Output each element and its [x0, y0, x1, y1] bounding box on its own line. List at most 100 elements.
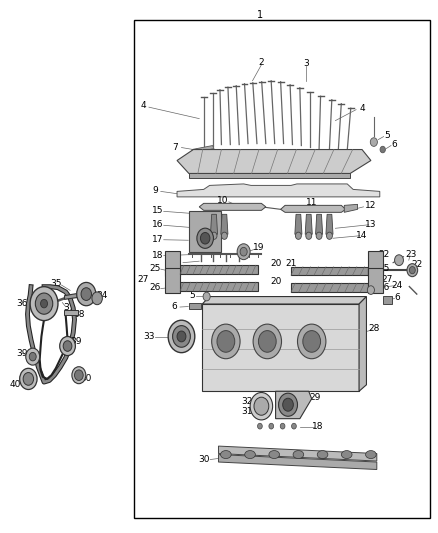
Text: 13: 13: [365, 220, 377, 229]
Text: 11: 11: [306, 198, 318, 207]
Polygon shape: [221, 214, 228, 235]
Ellipse shape: [317, 450, 328, 458]
Circle shape: [258, 330, 276, 352]
Text: 36: 36: [17, 299, 28, 308]
Bar: [165, 268, 180, 293]
Polygon shape: [326, 214, 333, 235]
Polygon shape: [189, 303, 201, 309]
Circle shape: [295, 232, 301, 239]
Text: 4: 4: [359, 104, 365, 113]
Circle shape: [77, 282, 96, 306]
Text: 23: 23: [405, 249, 417, 259]
Polygon shape: [383, 296, 392, 304]
Circle shape: [279, 393, 297, 416]
Circle shape: [254, 397, 269, 415]
Text: 7: 7: [173, 142, 178, 151]
Bar: [368, 268, 383, 293]
Polygon shape: [295, 214, 302, 235]
Text: 9: 9: [152, 186, 158, 195]
Text: 20: 20: [271, 259, 282, 268]
Polygon shape: [180, 282, 258, 291]
Bar: [189, 211, 222, 252]
Text: 27: 27: [381, 274, 393, 284]
Circle shape: [168, 320, 195, 353]
Polygon shape: [64, 292, 86, 300]
Circle shape: [380, 146, 385, 153]
Circle shape: [395, 255, 403, 265]
Circle shape: [407, 264, 418, 277]
Circle shape: [250, 392, 272, 420]
Bar: [165, 251, 180, 276]
Ellipse shape: [341, 450, 352, 458]
Text: 30: 30: [198, 455, 209, 464]
Polygon shape: [177, 150, 371, 173]
Polygon shape: [199, 204, 266, 211]
Polygon shape: [281, 205, 346, 212]
Text: 5: 5: [377, 277, 383, 286]
Text: 6: 6: [392, 140, 397, 149]
Circle shape: [72, 367, 86, 384]
Circle shape: [20, 368, 37, 390]
Text: 5: 5: [189, 290, 195, 300]
Text: 6: 6: [171, 302, 177, 311]
Polygon shape: [359, 296, 367, 391]
Circle shape: [217, 330, 235, 352]
Circle shape: [81, 288, 92, 301]
Ellipse shape: [366, 450, 376, 458]
Text: 14: 14: [357, 231, 368, 240]
Text: 15: 15: [152, 206, 163, 215]
Circle shape: [41, 300, 47, 308]
Text: 28: 28: [368, 325, 380, 334]
Text: 21: 21: [170, 258, 181, 267]
Text: 19: 19: [253, 243, 264, 252]
Text: 6: 6: [395, 293, 400, 302]
Circle shape: [212, 324, 240, 359]
Circle shape: [292, 423, 297, 429]
Ellipse shape: [221, 450, 231, 458]
Text: 12: 12: [365, 201, 377, 210]
Circle shape: [29, 352, 36, 361]
Bar: [368, 251, 383, 276]
Circle shape: [177, 331, 186, 342]
Circle shape: [253, 324, 282, 359]
Ellipse shape: [293, 450, 304, 458]
Text: 25: 25: [149, 264, 161, 273]
Text: 26: 26: [149, 283, 161, 292]
Circle shape: [240, 247, 247, 256]
Circle shape: [237, 244, 250, 260]
Circle shape: [222, 232, 227, 239]
Circle shape: [303, 330, 321, 352]
Circle shape: [197, 228, 213, 248]
Circle shape: [201, 232, 210, 244]
Circle shape: [306, 232, 312, 239]
Circle shape: [30, 287, 58, 320]
Text: 21: 21: [285, 259, 297, 268]
Polygon shape: [202, 296, 367, 304]
Text: 22: 22: [378, 249, 390, 259]
Text: 25: 25: [378, 264, 390, 273]
Text: 18: 18: [152, 251, 163, 260]
Text: 20: 20: [271, 277, 282, 286]
Text: 34: 34: [97, 291, 108, 300]
Text: 40: 40: [10, 379, 21, 389]
Text: 27: 27: [138, 274, 148, 284]
Circle shape: [370, 138, 378, 147]
Circle shape: [35, 293, 53, 314]
Text: 8: 8: [211, 155, 217, 164]
Text: 29: 29: [309, 393, 320, 402]
Bar: [134, 20, 430, 519]
Text: 33: 33: [143, 332, 155, 341]
Polygon shape: [219, 455, 377, 470]
Polygon shape: [305, 214, 312, 235]
Text: 31: 31: [241, 407, 252, 416]
Text: 24: 24: [391, 280, 403, 289]
Circle shape: [211, 232, 217, 239]
Polygon shape: [177, 184, 380, 197]
Circle shape: [203, 292, 210, 301]
Polygon shape: [219, 446, 377, 461]
Text: 5: 5: [384, 131, 390, 140]
Text: 22: 22: [411, 260, 422, 269]
Polygon shape: [291, 283, 368, 292]
Text: 2: 2: [258, 58, 264, 67]
Circle shape: [316, 232, 322, 239]
